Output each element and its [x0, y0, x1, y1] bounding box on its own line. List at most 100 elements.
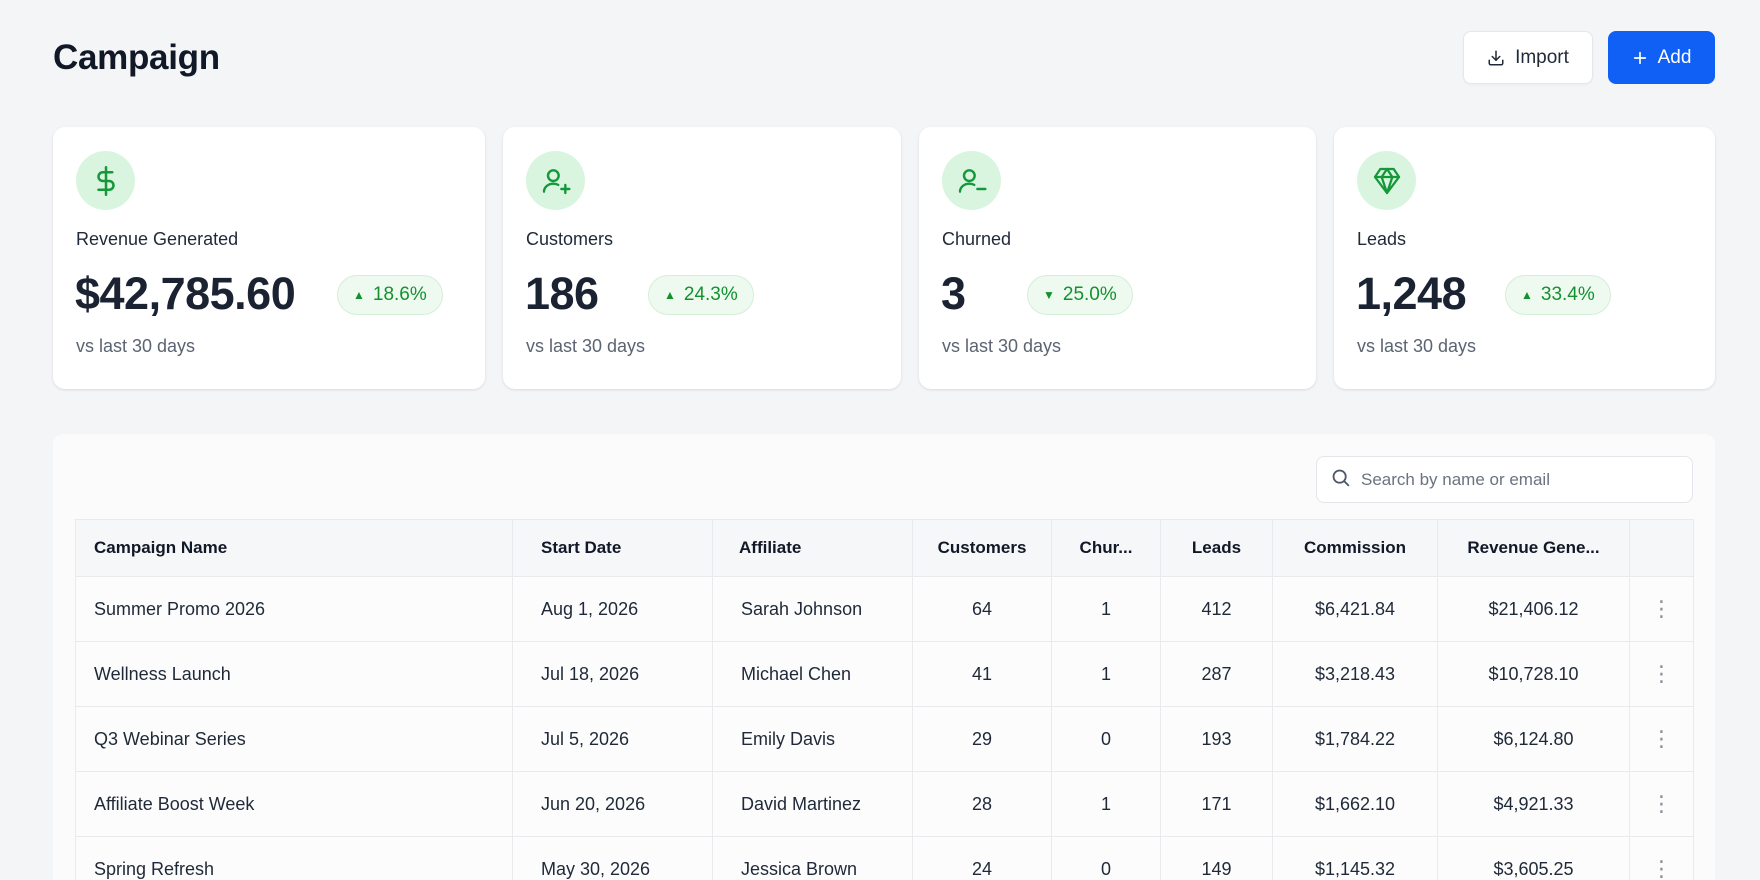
column-header-commission[interactable]: Commission [1272, 519, 1438, 577]
arrow-down-icon: ▼ [1043, 288, 1055, 302]
card-value: $42,785.60 [75, 268, 296, 319]
table-row[interactable]: Wellness Launch Jul 18, 2026 Michael Che… [75, 641, 1694, 707]
column-header-start-date[interactable]: Start Date [512, 519, 713, 577]
cell-campaign-name: Wellness Launch [75, 641, 513, 707]
cell-customers: 24 [912, 836, 1052, 880]
stat-card-revenue: Revenue Generated $42,785.60 ▲ 18.6% vs … [53, 127, 485, 389]
cell-affiliate: Jessica Brown [712, 836, 913, 880]
stat-card-churned: Churned 3 ▼ 25.0% vs last 30 days [919, 127, 1316, 389]
cell-leads: 412 [1160, 576, 1273, 642]
cell-start-date: Jul 5, 2026 [512, 706, 713, 772]
user-minus-icon [942, 151, 1001, 210]
cell-affiliate: David Martinez [712, 771, 913, 837]
gem-icon [1357, 151, 1416, 210]
cell-campaign-name: Spring Refresh [75, 836, 513, 880]
card-label: Revenue Generated [76, 229, 239, 249]
campaign-table: Campaign Name Start Date Affiliate Custo… [75, 519, 1694, 880]
cell-campaign-name: Summer Promo 2026 [75, 576, 513, 642]
stat-card-customers: Customers 186 ▲ 24.3% vs last 30 days [503, 127, 901, 389]
cell-revenue: $10,728.10 [1437, 641, 1630, 707]
trend-value: 33.4% [1540, 284, 1595, 305]
table-row[interactable]: Summer Promo 2026 Aug 1, 2026 Sarah John… [75, 576, 1694, 642]
arrow-up-icon: ▲ [353, 288, 365, 302]
add-label: Add [1657, 46, 1692, 68]
cell-customers: 64 [912, 576, 1052, 642]
cell-revenue: $3,605.25 [1437, 836, 1630, 880]
cell-revenue: $21,406.12 [1437, 576, 1630, 642]
cell-commission: $1,784.22 [1272, 706, 1438, 772]
cell-start-date: Jun 20, 2026 [512, 771, 713, 837]
cell-commission: $1,662.10 [1272, 771, 1438, 837]
user-plus-icon [526, 151, 585, 210]
card-subtext: vs last 30 days [76, 336, 196, 356]
add-button[interactable]: Add [1608, 31, 1715, 84]
card-subtext: vs last 30 days [942, 336, 1062, 356]
column-header-customers[interactable]: Customers [912, 519, 1052, 577]
cell-commission: $6,421.84 [1272, 576, 1438, 642]
cell-start-date: Aug 1, 2026 [512, 576, 713, 642]
arrow-up-icon: ▲ [664, 288, 676, 302]
download-icon [1487, 49, 1505, 67]
card-value: 186 [525, 268, 599, 319]
cell-churned: 1 [1051, 576, 1161, 642]
table-row[interactable]: Q3 Webinar Series Jul 5, 2026 Emily Davi… [75, 706, 1694, 772]
cell-affiliate: Michael Chen [712, 641, 913, 707]
more-vertical-icon[interactable]: ⋮ [1629, 771, 1694, 837]
column-header-churned[interactable]: Chur... [1051, 519, 1161, 577]
cell-revenue: $6,124.80 [1437, 706, 1630, 772]
cell-leads: 171 [1160, 771, 1273, 837]
trend-badge: ▲ 18.6% [337, 275, 443, 315]
more-vertical-icon[interactable]: ⋮ [1629, 836, 1694, 880]
card-label: Churned [942, 229, 1012, 249]
table-header-row: Campaign Name Start Date Affiliate Custo… [75, 519, 1694, 577]
search-box[interactable] [1316, 456, 1693, 503]
cell-campaign-name: Q3 Webinar Series [75, 706, 513, 772]
card-subtext: vs last 30 days [526, 336, 646, 356]
cell-start-date: May 30, 2026 [512, 836, 713, 880]
cell-affiliate: Sarah Johnson [712, 576, 913, 642]
cell-leads: 149 [1160, 836, 1273, 880]
cell-affiliate: Emily Davis [712, 706, 913, 772]
more-vertical-icon[interactable]: ⋮ [1629, 576, 1694, 642]
card-value: 3 [941, 268, 966, 319]
card-value: 1,248 [1356, 268, 1467, 319]
cell-commission: $3,218.43 [1272, 641, 1438, 707]
cell-customers: 29 [912, 706, 1052, 772]
stat-card-leads: Leads 1,248 ▲ 33.4% vs last 30 days [1334, 127, 1715, 389]
cell-customers: 28 [912, 771, 1052, 837]
cell-campaign-name: Affiliate Boost Week [75, 771, 513, 837]
plus-icon [1632, 50, 1648, 66]
search-input[interactable] [1361, 469, 1681, 490]
column-header-leads[interactable]: Leads [1160, 519, 1273, 577]
import-label: Import [1515, 46, 1569, 68]
cell-leads: 287 [1160, 641, 1273, 707]
column-header-actions [1629, 519, 1694, 577]
cell-revenue: $4,921.33 [1437, 771, 1630, 837]
search-icon [1330, 467, 1351, 493]
more-vertical-icon[interactable]: ⋮ [1629, 706, 1694, 772]
trend-value: 24.3% [683, 284, 738, 305]
cell-commission: $1,145.32 [1272, 836, 1438, 880]
trend-badge: ▲ 33.4% [1505, 275, 1611, 315]
table-row[interactable]: Affiliate Boost Week Jun 20, 2026 David … [75, 771, 1694, 837]
trend-badge: ▼ 25.0% [1027, 275, 1133, 315]
card-label: Leads [1357, 229, 1407, 249]
page-title: Campaign [53, 38, 220, 77]
column-header-campaign-name[interactable]: Campaign Name [75, 519, 513, 577]
card-subtext: vs last 30 days [1357, 336, 1477, 356]
card-label: Customers [526, 229, 614, 249]
cell-churned: 0 [1051, 706, 1161, 772]
cell-start-date: Jul 18, 2026 [512, 641, 713, 707]
trend-badge: ▲ 24.3% [648, 275, 754, 315]
column-header-affiliate[interactable]: Affiliate [712, 519, 913, 577]
dollar-icon [76, 151, 135, 210]
trend-value: 25.0% [1062, 284, 1117, 305]
cell-leads: 193 [1160, 706, 1273, 772]
import-button[interactable]: Import [1463, 31, 1593, 84]
cell-churned: 1 [1051, 641, 1161, 707]
table-row[interactable]: Spring Refresh May 30, 2026 Jessica Brow… [75, 836, 1694, 880]
more-vertical-icon[interactable]: ⋮ [1629, 641, 1694, 707]
cell-customers: 41 [912, 641, 1052, 707]
cell-churned: 1 [1051, 771, 1161, 837]
column-header-revenue[interactable]: Revenue Gene... [1437, 519, 1630, 577]
